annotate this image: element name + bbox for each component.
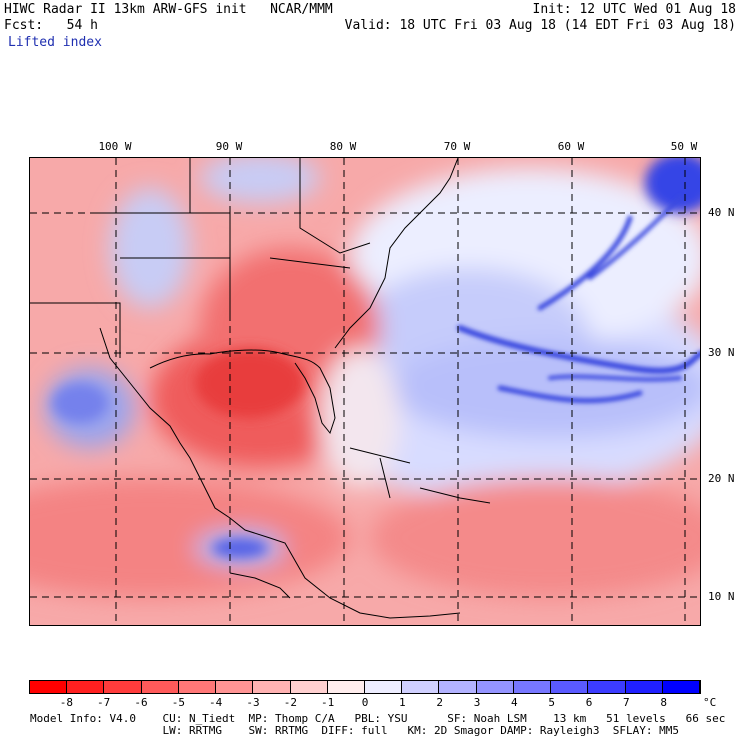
colorbar-tick-label: 2 <box>436 696 443 709</box>
lifted-index-map <box>29 157 701 626</box>
colorbar-swatch <box>551 681 589 693</box>
colorbar-tick-label: 6 <box>585 696 593 709</box>
lon-label-70w: 70 W <box>443 140 471 153</box>
lon-label-90w: 90 W <box>215 140 243 153</box>
colorbar-tick-label: 4 <box>511 696 518 709</box>
colorbar-swatch <box>67 681 105 693</box>
colorbar-swatch <box>253 681 291 693</box>
colorbar-swatch <box>588 681 626 693</box>
colorbar-tick-label: -5 <box>171 696 185 709</box>
model-info-line2: LW: RRTMG SW: RRTMG DIFF: full KM: 2D Sm… <box>30 724 680 737</box>
lat-label-30n: 30 N <box>708 346 735 359</box>
colorbar-swatch <box>625 681 663 693</box>
lon-label-60w: 60 W <box>557 140 585 153</box>
forecast-hour: Fcst: 54 h <box>4 18 98 33</box>
colorbar-swatch <box>513 681 552 693</box>
colorbar-tick-label: -8 <box>59 696 73 709</box>
colorbar-tick-label: 8 <box>660 696 667 709</box>
lat-label-20n: 20 N <box>708 472 735 485</box>
colorbar-swatch <box>662 681 700 693</box>
colorbar-tick-label: -3 <box>246 696 260 709</box>
colorbar <box>29 680 701 694</box>
init-time: Init: 12 UTC Wed 01 Aug 18 <box>532 2 737 17</box>
colorbar-swatch <box>290 681 328 693</box>
valid-time: Valid: 18 UTC Fri 03 Aug 18 (14 EDT Fri … <box>344 18 736 33</box>
colorbar-swatch <box>30 681 68 693</box>
colorbar-swatch <box>327 681 365 693</box>
lon-label-80w: 80 W <box>329 140 357 153</box>
colorbar-swatch <box>402 681 440 693</box>
colorbar-swatch <box>216 681 254 693</box>
colorbar-unit: °C <box>703 696 717 709</box>
colorbar-tick-label: 1 <box>399 696 406 709</box>
colorbar-swatch <box>178 681 217 693</box>
colorbar-tick-label: -4 <box>209 696 223 709</box>
colorbar-swatch <box>364 681 403 693</box>
model-info-line1: Model Info: V4.0 CU: N_Tiedt MP: Thomp C… <box>30 712 726 725</box>
colorbar-tick-label: -6 <box>134 696 148 709</box>
colorbar-tick-label: 3 <box>473 696 481 709</box>
colorbar-tick-label: -2 <box>283 696 297 709</box>
colorbar-swatch <box>104 681 142 693</box>
colorbar-tick-label: 5 <box>548 696 555 709</box>
lat-label-10n: 10 N <box>708 590 735 603</box>
field-name: Lifted index <box>8 35 102 50</box>
colorbar-tick-label: -7 <box>97 696 111 709</box>
colorbar-tick-label: -1 <box>321 696 335 709</box>
colorbar-tick-label: 0 <box>361 696 369 709</box>
lat-label-40n: 40 N <box>708 206 735 219</box>
lon-label-50w: 50 W <box>670 140 698 153</box>
header-title: HIWC Radar II 13km ARW-GFS init NCAR/MMM <box>4 2 333 17</box>
colorbar-swatch <box>141 681 179 693</box>
lon-label-100w: 100 W <box>98 140 132 153</box>
colorbar-tick-label: 7 <box>623 696 630 709</box>
colorbar-swatch <box>439 681 477 693</box>
colorbar-swatch <box>476 681 514 693</box>
